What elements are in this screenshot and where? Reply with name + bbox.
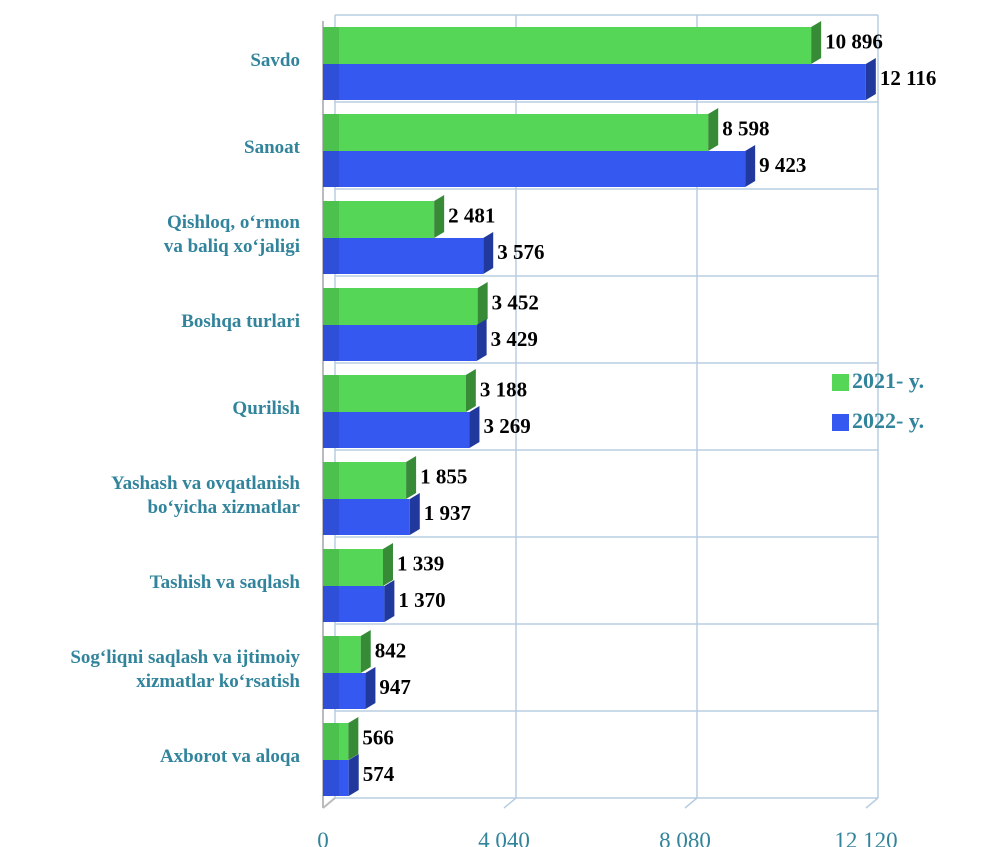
bar-shade [323,760,339,796]
bar-shade [323,114,339,151]
bar-side [360,630,371,673]
bar-side [382,543,393,586]
bar [323,325,477,361]
value-label: 1 855 [420,464,467,488]
value-label: 1 339 [397,551,444,575]
value-label: 842 [375,638,407,662]
bar-side [406,456,417,499]
legend-label: 2022- y. [852,408,924,433]
bar-side [865,58,876,100]
bar [323,412,470,448]
bar [323,151,746,187]
value-label: 1 937 [424,501,471,525]
bar [323,27,812,64]
bar-side [384,580,395,622]
bar [323,64,866,100]
value-label: 10 896 [825,29,883,53]
bar-shade [323,151,339,187]
value-label: 3 269 [483,414,530,438]
bar-shade [323,412,339,448]
category-label: Axborot va aloqa [159,745,300,767]
value-label: 3 576 [497,240,544,264]
bar-side [409,493,420,535]
category-label: Sanoat [244,136,300,158]
axis-line [322,797,336,809]
bar-shade [323,201,339,238]
x-tick-label: 12 120 [834,828,897,847]
tick-mark [865,797,879,809]
x-tick-label: 8 080 [659,828,711,847]
bar [323,375,466,412]
value-label: 3 452 [492,290,539,314]
bar-shade [323,64,339,100]
bar-shade [323,636,339,673]
bar-shade [323,462,339,499]
bar-side [434,195,445,238]
value-label: 3 429 [491,327,538,351]
bar-side [348,754,359,796]
bar-shade [323,723,339,760]
bar-shade [323,325,339,361]
bar-shade [323,499,339,535]
bar-side [483,232,494,274]
value-label: 3 188 [480,377,527,401]
bar-side [745,145,756,187]
bar-side [365,667,376,709]
bar [323,288,478,325]
bar-side [476,319,487,361]
bar [323,238,484,274]
value-label: 9 423 [759,153,806,177]
bar-side [477,282,488,325]
category-label: Qurilish [232,397,300,419]
bar-shade [323,288,339,325]
bar-shade [323,375,339,412]
bar-side [469,406,480,448]
legend-swatch [832,374,849,391]
tick-mark [684,797,698,809]
category-label: Sog‘liqni saqlash va ijtimoiy xizmatlar … [70,646,300,692]
legend-label: 2021- y. [852,368,924,393]
category-label: Boshqa turlari [181,310,300,332]
value-label: 8 598 [722,116,769,140]
tick-mark [503,797,517,809]
bar-shade [323,238,339,274]
bar-side [708,108,719,151]
category-label: Savdo [250,49,300,71]
category-label: Yashash va ovqatlanish bo‘yicha xizmatla… [110,472,300,518]
bar [323,201,435,238]
bar-shade [323,586,339,622]
bar-shade [323,27,339,64]
bar-side [348,717,359,760]
bar-side [465,369,476,412]
bar-shade [323,549,339,586]
category-label: Tashish va saqlash [149,571,300,593]
value-label: 947 [379,675,411,699]
bar [323,114,709,151]
category-label: Qishloq, o‘rmon va baliq xo‘jaligi [163,211,300,257]
bar-shade [323,673,339,709]
x-tick-label: 4 040 [478,828,530,847]
value-label: 12 116 [880,66,937,90]
value-label: 1 370 [398,588,445,612]
bar-side [811,21,822,64]
value-label: 566 [362,725,394,749]
x-tick-label: 0 [317,828,329,847]
value-label: 574 [363,762,395,786]
legend-swatch [832,414,849,431]
value-label: 2 481 [448,203,495,227]
